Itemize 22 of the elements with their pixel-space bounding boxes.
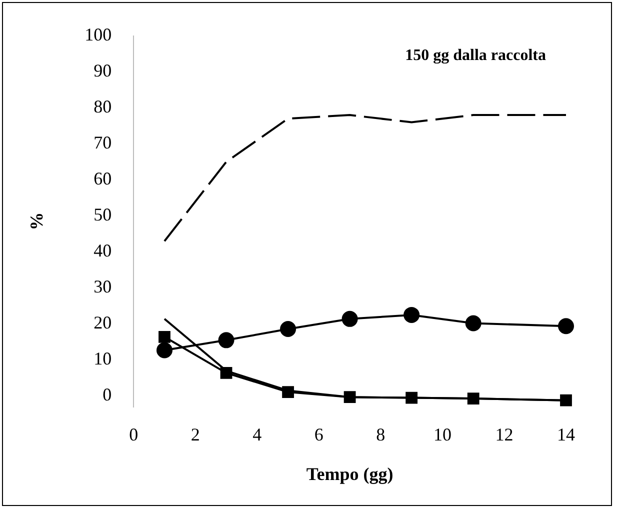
- y-tick-label: 90: [94, 60, 112, 81]
- x-tick-label: 8: [376, 424, 386, 444]
- x-tick-label: 4: [252, 424, 262, 444]
- y-tick-label: 80: [94, 96, 112, 117]
- y-axis-title: %: [26, 212, 46, 230]
- x-tick-label: 6: [314, 424, 324, 444]
- y-tick-label: 40: [94, 240, 112, 261]
- y-tick-label: 20: [94, 312, 112, 333]
- x-tick-label: 2: [190, 424, 200, 444]
- y-tick-label: 100: [84, 24, 112, 45]
- x-tick-label: 12: [495, 424, 514, 444]
- y-tick-label: 70: [94, 132, 112, 153]
- y-tick-label: 0: [102, 384, 112, 405]
- y-tick-label: 30: [94, 276, 112, 297]
- x-axis-title: Tempo (gg): [306, 464, 394, 484]
- y-tick-label: 60: [94, 168, 112, 189]
- x-tick-label: 0: [129, 424, 138, 444]
- y-tick-label: 10: [94, 348, 112, 369]
- x-tick-label: 10: [433, 424, 452, 444]
- x-tick-label: 14: [557, 424, 575, 444]
- y-tick-label: 50: [94, 204, 112, 225]
- text: 150 gg dalla raccolta: [405, 46, 546, 64]
